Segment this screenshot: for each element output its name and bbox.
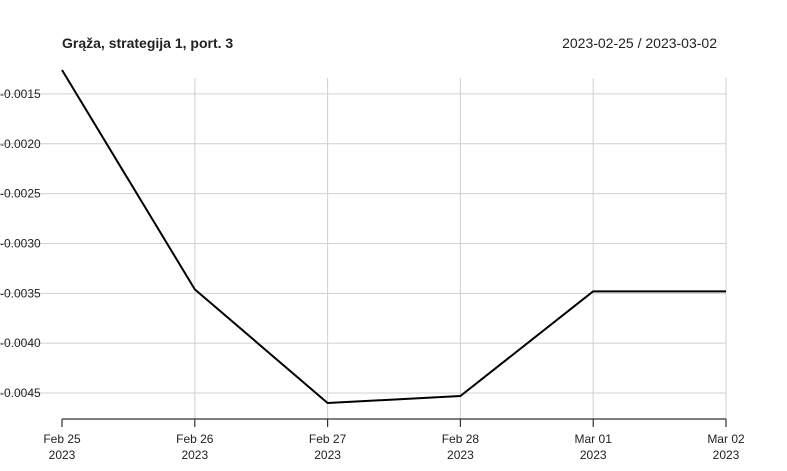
x-tick-year-label: 2023 — [181, 448, 208, 462]
x-tick-year-label: 2023 — [314, 448, 341, 462]
y-tick-label: -0.0030 — [0, 236, 41, 250]
chart-title: Grąža, strategija 1, port. 3 — [62, 35, 233, 51]
x-axis-tick-labels: Feb 25 2023 Feb 26 2023 Feb 27 2023 Feb 28 2023… — [43, 432, 745, 462]
x-tick-year-label: 2023 — [49, 448, 76, 462]
x-tick-year-label: 2023 — [713, 448, 740, 462]
y-axis-tick-labels: -0.0015 -0.0020 -0.0025 -0.0030 -0.0035 -0.00… — [0, 87, 41, 400]
y-tick-label: -0.0020 — [0, 137, 41, 151]
y-tick-label: -0.0045 — [0, 386, 41, 400]
y-tick-label: -0.0040 — [0, 336, 41, 350]
x-tick-label: Mar 01 — [575, 432, 613, 446]
x-tick-label: Mar 02 — [707, 432, 745, 446]
date-range-label: 2023-02-25 / 2023-03-02 — [562, 35, 717, 51]
y-tick-label: -0.0015 — [0, 87, 41, 101]
series-line — [61, 69, 726, 404]
y-tick-label: -0.0035 — [0, 286, 41, 300]
y-tick-label: -0.0025 — [0, 187, 41, 201]
x-tick-year-label: 2023 — [580, 448, 607, 462]
x-tick-label: Feb 28 — [442, 432, 480, 446]
x-axis — [61, 418, 727, 427]
x-tick-label: Feb 25 — [43, 432, 81, 446]
gridlines — [0, 78, 727, 419]
series-layer — [61, 69, 726, 404]
x-tick-label: Feb 27 — [309, 432, 347, 446]
x-tick-year-label: 2023 — [447, 448, 474, 462]
x-tick-label: Feb 26 — [176, 432, 214, 446]
